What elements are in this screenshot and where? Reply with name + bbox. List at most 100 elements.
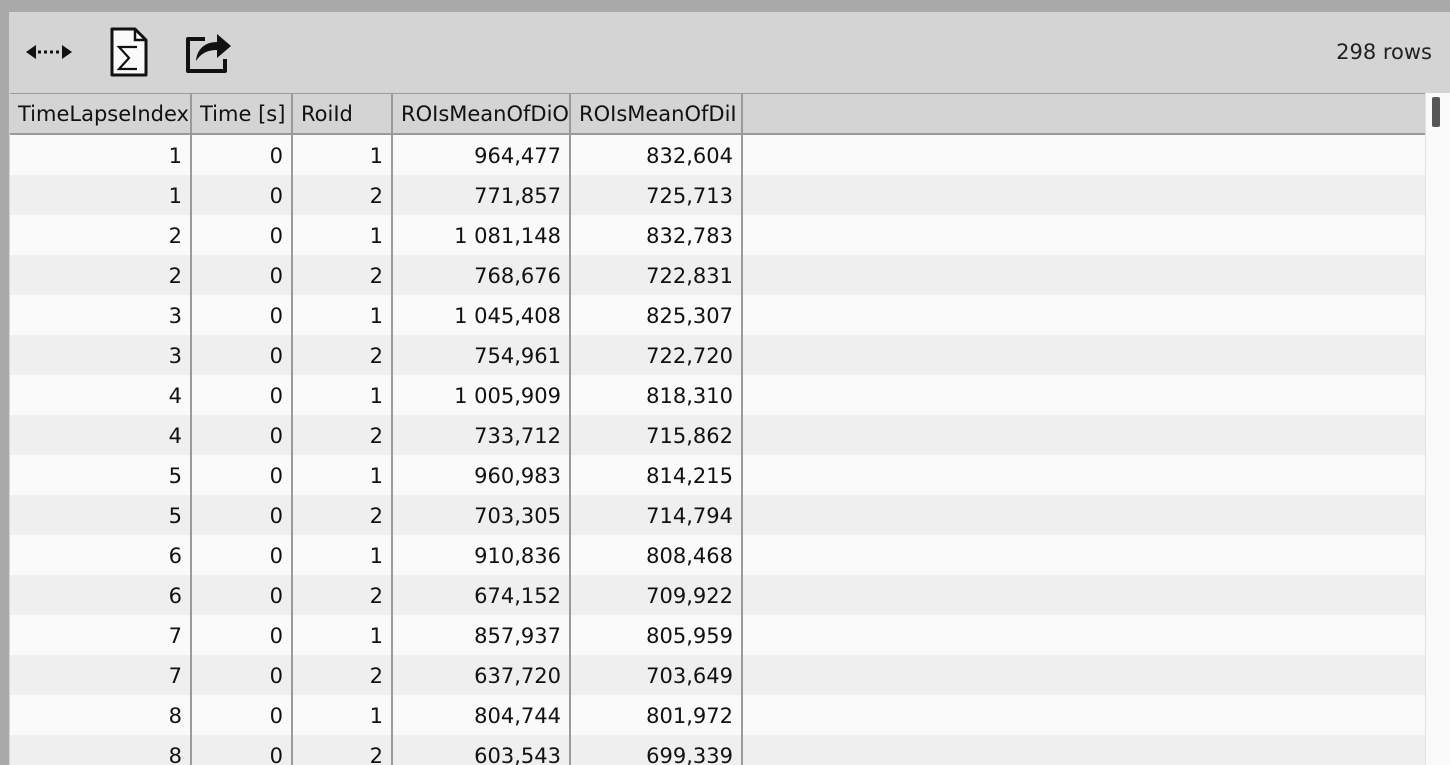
table-cell: 857,937 bbox=[393, 615, 571, 655]
table-cell: 0 bbox=[192, 735, 293, 765]
table-row[interactable]: 5 0 1 960,983 814,215 bbox=[10, 455, 1425, 495]
table-cell: 674,152 bbox=[393, 575, 571, 615]
table-cell: 1 081,148 bbox=[393, 215, 571, 255]
table-cell: 818,310 bbox=[571, 375, 743, 415]
table-cell: 1 bbox=[10, 135, 192, 175]
table-cell: 0 bbox=[192, 535, 293, 575]
table-window: 298 rows TimeLapseIndex Time [s] RoiId R… bbox=[9, 12, 1450, 765]
table-row[interactable]: 2 0 2 768,676 722,831 bbox=[10, 255, 1425, 295]
table-cell: 722,720 bbox=[571, 335, 743, 375]
table-cell: 7 bbox=[10, 655, 192, 695]
table-cell: 0 bbox=[192, 215, 293, 255]
table-cell: 2 bbox=[293, 575, 393, 615]
table-row[interactable]: 6 0 1 910,836 808,468 bbox=[10, 535, 1425, 575]
table-cell: 2 bbox=[293, 495, 393, 535]
table-cell: 964,477 bbox=[393, 135, 571, 175]
table-cell: 0 bbox=[192, 295, 293, 335]
table-cell: 0 bbox=[192, 615, 293, 655]
table-cell: 703,305 bbox=[393, 495, 571, 535]
column-header-time[interactable]: Time [s] bbox=[192, 94, 293, 134]
statistics-button[interactable] bbox=[101, 24, 157, 80]
table-cell: 1 bbox=[293, 295, 393, 335]
share-export-icon bbox=[186, 34, 231, 73]
table-row[interactable]: 5 0 2 703,305 714,794 bbox=[10, 495, 1425, 535]
table-cell: 805,959 bbox=[571, 615, 743, 655]
table-cell: 1 bbox=[293, 695, 393, 735]
table-cell: 1 bbox=[293, 615, 393, 655]
table-cell: 8 bbox=[10, 695, 192, 735]
table-cell: 6 bbox=[10, 575, 192, 615]
data-table: TimeLapseIndex Time [s] RoiId ROIsMeanOf… bbox=[10, 93, 1425, 765]
table-row[interactable]: 8 0 1 804,744 801,972 bbox=[10, 695, 1425, 735]
column-header-timelapseindex[interactable]: TimeLapseIndex bbox=[10, 94, 192, 134]
table-cell: 0 bbox=[192, 375, 293, 415]
table-cell: 0 bbox=[192, 335, 293, 375]
table-cell: 1 bbox=[293, 135, 393, 175]
column-header-roismeanofdii[interactable]: ROIsMeanOfDiI bbox=[571, 94, 743, 134]
table-row[interactable]: 4 0 2 733,712 715,862 bbox=[10, 415, 1425, 455]
resize-columns-button[interactable] bbox=[21, 24, 77, 80]
table-cell: 5 bbox=[10, 455, 192, 495]
table-cell: 2 bbox=[293, 255, 393, 295]
table-cell: 0 bbox=[192, 455, 293, 495]
table-cell: 4 bbox=[10, 415, 192, 455]
table-cell: 3 bbox=[10, 295, 192, 335]
table-cell: 6 bbox=[10, 535, 192, 575]
table-cell: 2 bbox=[293, 735, 393, 765]
table-cell: 715,862 bbox=[571, 415, 743, 455]
table-cell: 2 bbox=[10, 215, 192, 255]
table-cell: 1 bbox=[293, 455, 393, 495]
table-cell: 8 bbox=[10, 735, 192, 765]
table-cell: 832,604 bbox=[571, 135, 743, 175]
table-cell: 808,468 bbox=[571, 535, 743, 575]
table-cell: 1 bbox=[10, 175, 192, 215]
table-cell: 722,831 bbox=[571, 255, 743, 295]
table-cell: 0 bbox=[192, 495, 293, 535]
table-row[interactable]: 8 0 2 603,543 699,339 bbox=[10, 735, 1425, 765]
vertical-scrollbar[interactable] bbox=[1425, 93, 1450, 765]
table-cell: 825,307 bbox=[571, 295, 743, 335]
table-row[interactable]: 6 0 2 674,152 709,922 bbox=[10, 575, 1425, 615]
table-cell: 960,983 bbox=[393, 455, 571, 495]
table-cell: 0 bbox=[192, 415, 293, 455]
table-cell: 814,215 bbox=[571, 455, 743, 495]
scrollbar-thumb[interactable] bbox=[1432, 97, 1440, 127]
table-cell: 2 bbox=[293, 175, 393, 215]
table-row[interactable]: 3 0 2 754,961 722,720 bbox=[10, 335, 1425, 375]
table-cell: 3 bbox=[10, 335, 192, 375]
table-cell: 801,972 bbox=[571, 695, 743, 735]
table-cell: 2 bbox=[293, 655, 393, 695]
table-cell: 603,543 bbox=[393, 735, 571, 765]
table-row[interactable]: 7 0 1 857,937 805,959 bbox=[10, 615, 1425, 655]
table-cell: 709,922 bbox=[571, 575, 743, 615]
table-cell: 1 bbox=[293, 375, 393, 415]
table-cell: 1 005,909 bbox=[393, 375, 571, 415]
table-cell: 0 bbox=[192, 175, 293, 215]
column-header-roismeanofdio[interactable]: ROIsMeanOfDiO bbox=[393, 94, 571, 134]
table-cell: 0 bbox=[192, 135, 293, 175]
row-count-label: 298 rows bbox=[1336, 40, 1432, 64]
resize-columns-icon bbox=[26, 45, 72, 59]
toolbar: 298 rows bbox=[9, 12, 1450, 92]
table-cell: 5 bbox=[10, 495, 192, 535]
table-row[interactable]: 7 0 2 637,720 703,649 bbox=[10, 655, 1425, 695]
table-cell: 703,649 bbox=[571, 655, 743, 695]
table-row[interactable]: 1 0 2 771,857 725,713 bbox=[10, 175, 1425, 215]
table-row[interactable]: 1 0 1 964,477 832,604 bbox=[10, 135, 1425, 175]
table-cell: 2 bbox=[293, 415, 393, 455]
table-cell: 7 bbox=[10, 615, 192, 655]
table-cell: 725,713 bbox=[571, 175, 743, 215]
sum-document-icon bbox=[110, 27, 148, 77]
table-cell: 1 bbox=[293, 215, 393, 255]
column-header-roiid[interactable]: RoiId bbox=[293, 94, 393, 134]
table-cell: 768,676 bbox=[393, 255, 571, 295]
table-cell: 4 bbox=[10, 375, 192, 415]
table-cell: 733,712 bbox=[393, 415, 571, 455]
table-cell: 2 bbox=[293, 335, 393, 375]
table-cell: 714,794 bbox=[571, 495, 743, 535]
table-cell: 0 bbox=[192, 575, 293, 615]
export-button[interactable] bbox=[181, 24, 237, 80]
